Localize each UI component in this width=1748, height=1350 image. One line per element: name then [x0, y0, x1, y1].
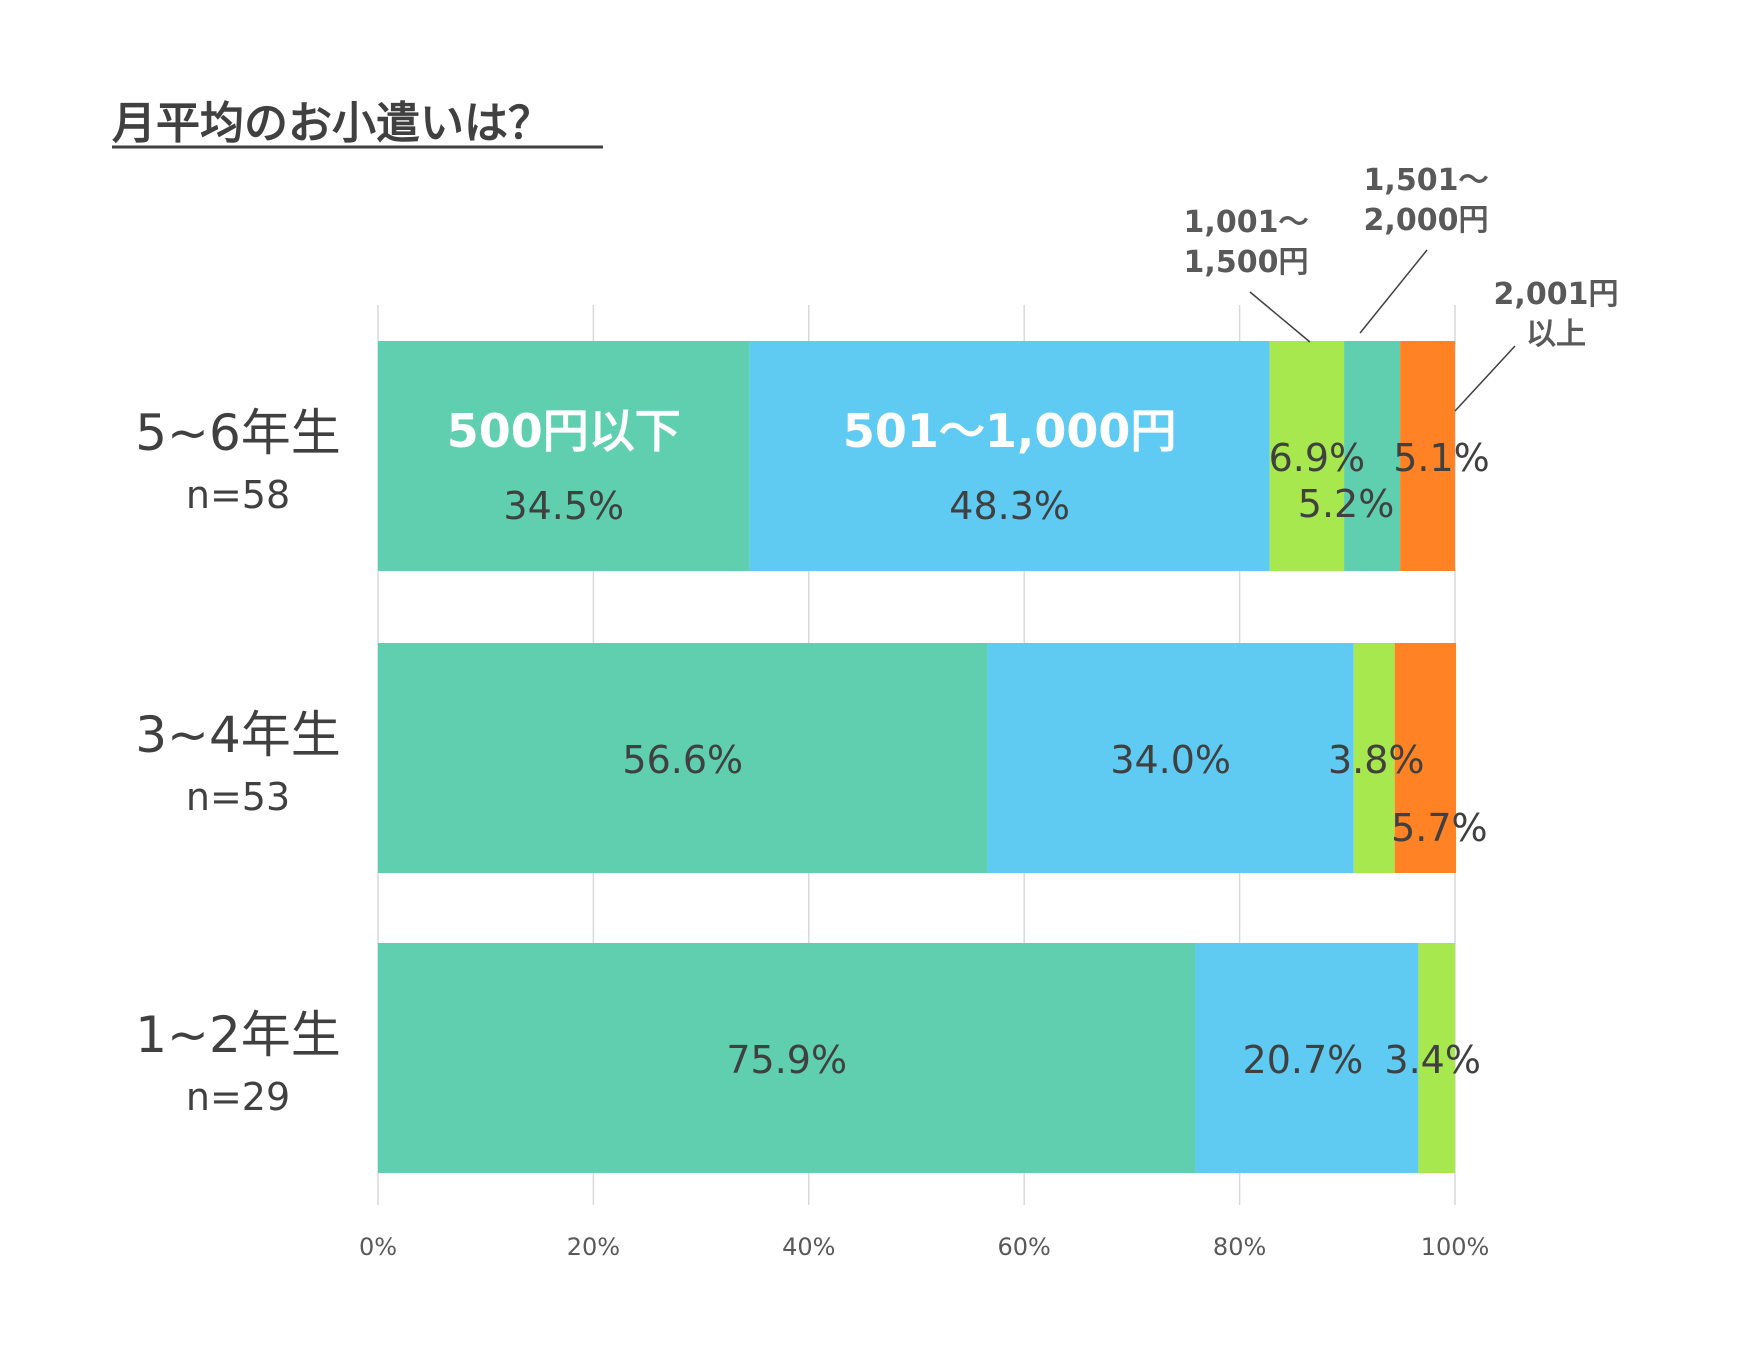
chart-title: 月平均のお小遣いは？	[112, 98, 552, 149]
series-name-label: 501～1,000円	[843, 404, 1177, 458]
x-tick-label: 0%	[359, 1233, 397, 1261]
bar-segment	[1269, 341, 1345, 571]
data-label: 5.1%	[1393, 436, 1490, 480]
data-label: 5.2%	[1298, 482, 1395, 526]
category-label: 3~4年生	[135, 706, 341, 764]
callout-label: 2,000円	[1364, 203, 1489, 238]
bar-segment	[749, 341, 1270, 571]
bar-segment	[1394, 643, 1457, 873]
data-label: 3.8%	[1328, 738, 1425, 782]
category-label: 1~2年生	[135, 1006, 341, 1064]
leader-line	[1454, 345, 1516, 412]
bar-segment	[1400, 341, 1455, 571]
x-tick-label: 100%	[1421, 1233, 1490, 1261]
sample-size-label: n=29	[186, 1075, 290, 1119]
bar-segment	[1353, 643, 1395, 873]
x-tick-label: 20%	[567, 1233, 620, 1261]
sample-size-label: n=53	[186, 775, 290, 819]
bar-segment	[378, 643, 988, 873]
data-label: 34.5%	[503, 484, 624, 528]
callout-label: 1,001～	[1184, 205, 1309, 240]
callout-label: 1,501～	[1364, 163, 1489, 198]
bar-segment	[987, 643, 1354, 873]
callout-label: 以上	[1526, 317, 1586, 352]
leader-line	[1249, 291, 1311, 343]
data-label: 34.0%	[1110, 738, 1231, 782]
data-label: 3.4%	[1384, 1038, 1481, 1082]
series-name-label: 500円以下	[447, 404, 681, 458]
data-label: 6.9%	[1269, 436, 1366, 480]
callout-label: 2,001円	[1494, 277, 1619, 312]
data-label: 20.7%	[1243, 1038, 1364, 1082]
sample-size-label: n=58	[186, 473, 290, 517]
bar-segment	[1195, 943, 1419, 1173]
x-tick-label: 60%	[998, 1233, 1051, 1261]
data-label: 48.3%	[949, 484, 1070, 528]
bars	[378, 341, 1457, 1173]
leader-line	[1359, 249, 1428, 334]
bar-segment	[1418, 943, 1455, 1173]
data-label: 75.9%	[726, 1038, 847, 1082]
category-label: 5~6年生	[135, 404, 341, 462]
x-tick-label: 40%	[782, 1233, 835, 1261]
data-label: 56.6%	[622, 738, 743, 782]
data-label: 5.7%	[1391, 806, 1488, 850]
x-tick-label: 80%	[1213, 1233, 1266, 1261]
callout-label: 1,500円	[1184, 245, 1309, 280]
bar-segment	[1344, 341, 1401, 571]
bar-segment	[378, 341, 750, 571]
labels: 0% 20% 40% 60% 80% 100% 5~6年生 n=58 3~4年生 n=53 1~2年…	[135, 163, 1618, 1261]
bar-segment	[378, 943, 1196, 1173]
